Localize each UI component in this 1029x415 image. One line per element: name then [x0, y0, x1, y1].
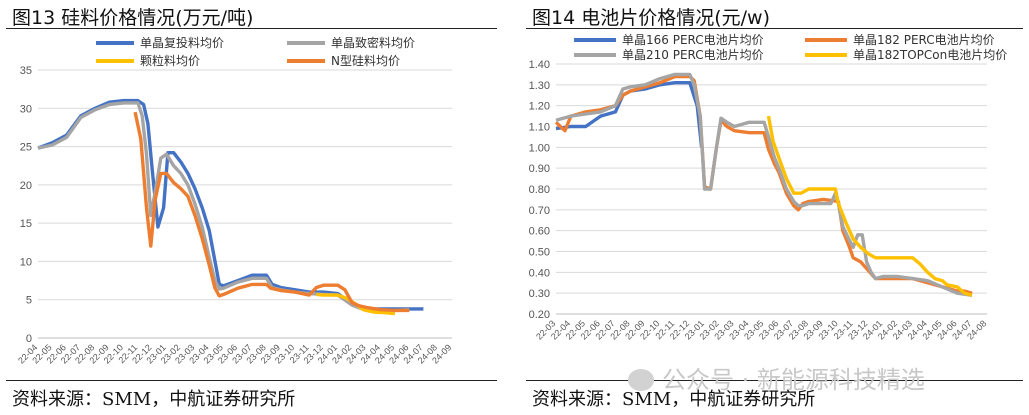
figure-cell-price: 图14 电池片价格情况(元/w) 0.20 0.30 0.40 0.50 0.60 0.7… — [520, 0, 1029, 415]
legend-label: 单晶复投料均价 — [140, 35, 224, 50]
series-line — [766, 115, 973, 297]
y-tick-label: 20 — [20, 180, 32, 192]
legend-label: 单晶210 PERC电池片均价 — [622, 48, 764, 62]
series-line — [555, 72, 973, 297]
legend-label: 单晶182 PERC电池片均价 — [853, 33, 995, 47]
series-line — [37, 98, 424, 311]
y-tick-label: 0.80 — [529, 184, 550, 196]
y-tick-label: 0.30 — [529, 288, 550, 300]
legend-label: 单晶166 PERC电池片均价 — [622, 33, 764, 47]
watermark: 公众号 · 新能源科技精选 — [628, 360, 925, 395]
y-tick-label: 0.50 — [529, 247, 550, 259]
y-tick-label: 0.90 — [529, 163, 550, 175]
y-tick-label: 10 — [20, 256, 32, 268]
figure-source: 资料来源：SMM，中航证券研究所 — [12, 389, 296, 410]
figure-source: 资料来源：SMM，中航证券研究所 — [532, 389, 816, 410]
y-tick-label: 0 — [26, 333, 32, 345]
legend-label: 颗粒料均价 — [140, 53, 200, 68]
y-tick-label: 1.30 — [529, 80, 550, 92]
gridlines — [38, 69, 452, 339]
y-tick-label: 1.20 — [529, 101, 550, 113]
figure-title: 图14 电池片价格情况(元/w) — [532, 7, 770, 29]
top-rule — [6, 28, 497, 29]
legend-label: 单晶致密料均价 — [331, 35, 415, 50]
watermark-text: 公众号 · 新能源科技精选 — [662, 366, 925, 394]
legend-label: 单晶182TOPCon电池片均价 — [853, 48, 1007, 62]
figure-title: 图13 硅料价格情况(万元/吨) — [12, 7, 254, 29]
silicon-price-chart: 0510152025303522-0422-0522-0622-0722-082… — [16, 35, 453, 366]
y-tick-label: 1.00 — [529, 142, 550, 154]
series-line — [133, 111, 410, 313]
top-rule — [526, 28, 1023, 29]
legend-label: N型硅料均价 — [331, 54, 400, 68]
cell-price-chart: 0.20 0.30 0.40 0.50 0.60 0.70 0.80 0.90 1.00 1.10… — [529, 33, 1008, 342]
bottom-rule — [6, 380, 497, 381]
y-tick-label: 15 — [20, 218, 32, 230]
y-tick-label: 0.20 — [529, 309, 550, 321]
y-tick-label: 35 — [20, 65, 32, 77]
bottom-rule — [526, 380, 1023, 381]
y-tick-label: 1.40 — [529, 59, 550, 71]
series-line — [37, 101, 410, 313]
y-tick-label: 1.10 — [529, 122, 550, 134]
y-tick-label: 5 — [26, 295, 32, 307]
y-tick-label: 25 — [20, 142, 32, 154]
wechat-icon — [628, 369, 654, 391]
y-tick-label: 30 — [20, 103, 32, 115]
figure-silicon-price: 图13 硅料价格情况(万元/吨) 0 5 10 15 20 25 30 35 22-04 22-0… — [0, 0, 503, 415]
y-tick-label: 0.40 — [529, 267, 550, 279]
y-tick-label: 0.60 — [529, 226, 550, 238]
y-tick-label: 0.70 — [529, 205, 550, 217]
